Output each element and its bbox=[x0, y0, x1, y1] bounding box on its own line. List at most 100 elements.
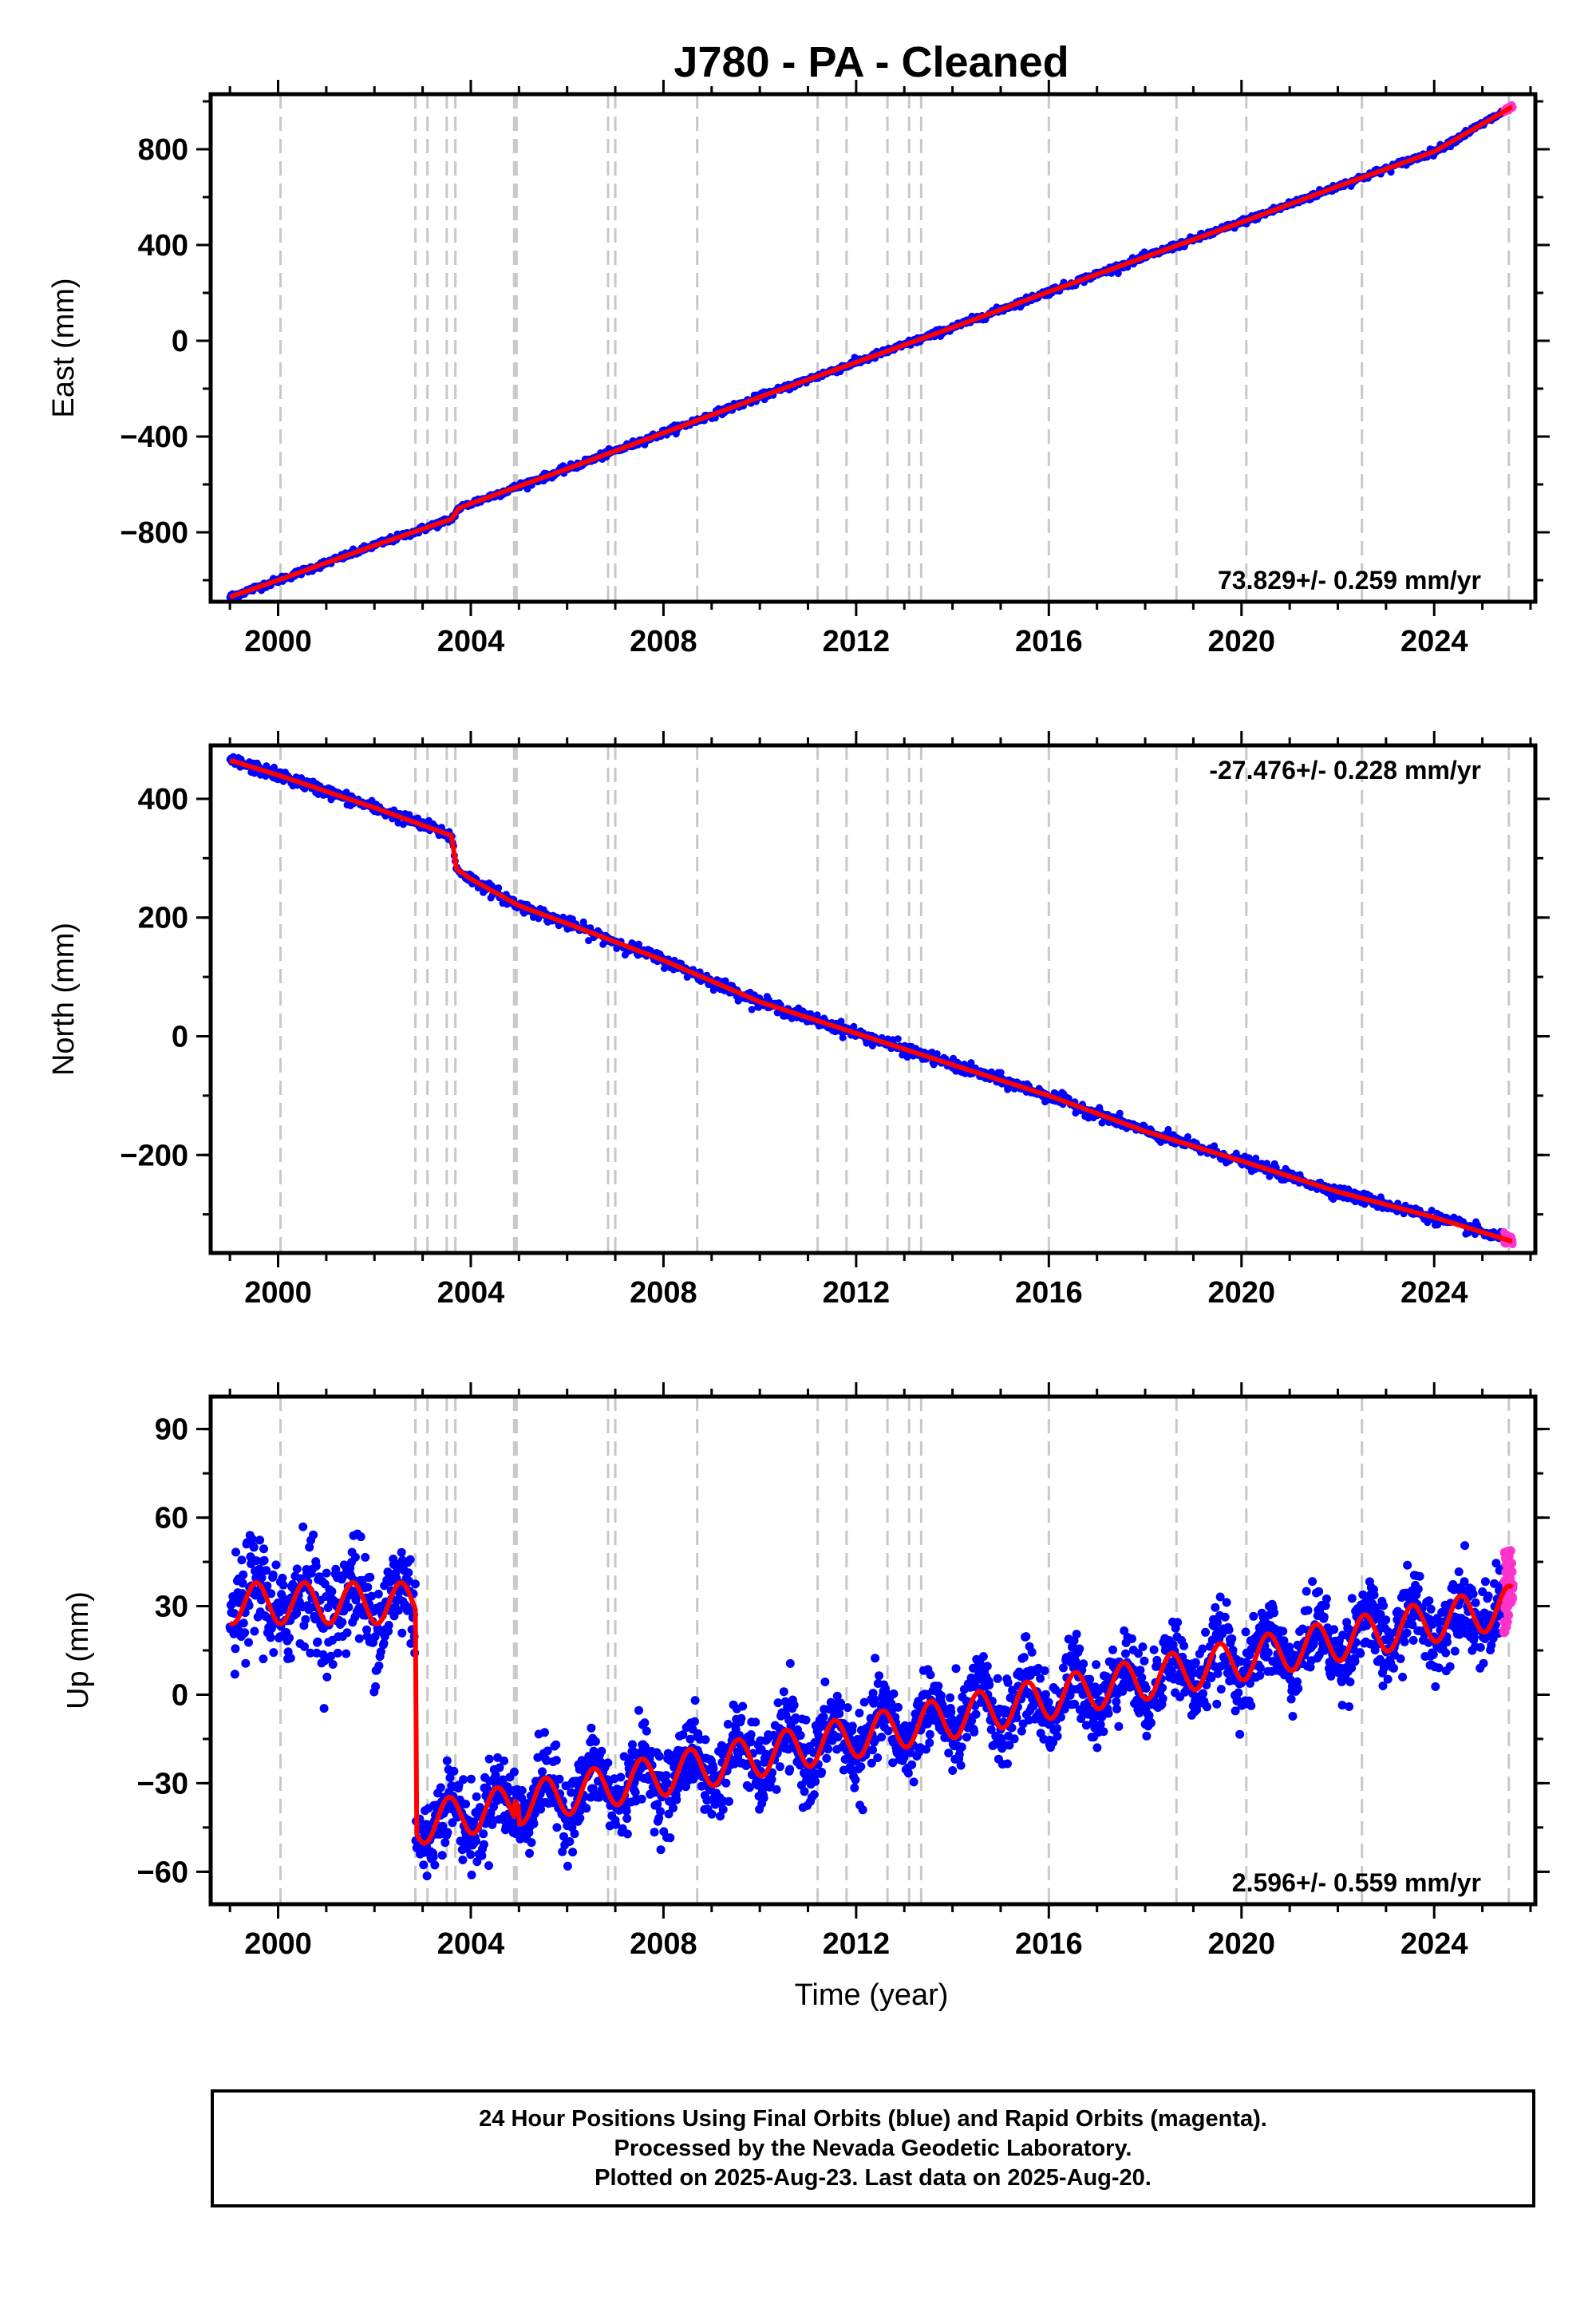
final-orbit-point bbox=[640, 1718, 650, 1728]
final-orbit-point bbox=[365, 1572, 375, 1582]
final-orbit-point bbox=[642, 1726, 651, 1736]
up-panel: 2000 2004 2008 2012 2016 2020 20249060300−30−6… bbox=[61, 1382, 1550, 1961]
y-axis-label: East (mm) bbox=[47, 278, 81, 417]
final-orbit-point bbox=[479, 1829, 488, 1839]
final-orbit-point bbox=[789, 1701, 799, 1709]
final-orbit-point bbox=[267, 1589, 276, 1599]
final-orbit-point bbox=[707, 1809, 717, 1819]
final-orbit-point bbox=[709, 986, 717, 994]
final-orbit-point bbox=[850, 1022, 858, 1030]
final-orbit-point bbox=[894, 1035, 902, 1043]
final-orbit-point bbox=[285, 1633, 294, 1642]
final-orbit-point bbox=[328, 1660, 338, 1669]
y-tick-label: 200 bbox=[138, 902, 188, 935]
y-axis-label: North (mm) bbox=[47, 923, 81, 1076]
final-orbit-point bbox=[529, 1819, 539, 1828]
y-tick-label: −800 bbox=[120, 516, 188, 550]
final-orbit-point bbox=[690, 1717, 699, 1726]
final-orbit-point bbox=[410, 1579, 420, 1589]
final-orbit-point bbox=[656, 1807, 665, 1816]
final-orbit-point bbox=[785, 1765, 795, 1774]
final-orbit-point bbox=[662, 1771, 671, 1780]
north-model-line bbox=[228, 757, 1514, 1244]
final-orbit-point bbox=[263, 1581, 272, 1591]
final-orbit-point bbox=[856, 1762, 866, 1772]
final-orbit-point bbox=[286, 1654, 295, 1663]
x-tick-label: 2008 bbox=[630, 1276, 697, 1310]
final-orbit-point bbox=[230, 1609, 239, 1618]
final-orbit-point bbox=[354, 1634, 364, 1643]
final-orbit-point bbox=[271, 1560, 281, 1570]
final-orbit-point bbox=[268, 1570, 278, 1579]
final-orbit-point bbox=[597, 1746, 606, 1756]
final-orbit-point bbox=[301, 1614, 310, 1624]
final-orbit-point bbox=[404, 1568, 413, 1578]
final-orbit-point bbox=[934, 1682, 943, 1691]
final-orbit-point bbox=[813, 1011, 821, 1019]
final-orbit-point bbox=[701, 1735, 710, 1745]
final-orbit-point bbox=[889, 1689, 899, 1698]
final-orbit-point bbox=[259, 1654, 268, 1664]
final-orbit-point bbox=[903, 1769, 913, 1778]
final-orbit-point bbox=[1211, 1142, 1219, 1150]
final-orbit-point bbox=[925, 1738, 934, 1748]
final-orbit-point bbox=[251, 1556, 261, 1566]
final-orbit-point bbox=[458, 1856, 468, 1864]
final-orbit-point bbox=[956, 1761, 966, 1770]
final-orbit-point bbox=[231, 1644, 240, 1654]
final-orbit-point bbox=[237, 1555, 247, 1565]
final-orbit-point bbox=[517, 1786, 527, 1795]
final-orbit-point bbox=[231, 1547, 240, 1557]
final-orbit-point bbox=[773, 1698, 783, 1708]
y-tick-label: −400 bbox=[120, 421, 188, 454]
final-orbit-point bbox=[985, 1680, 994, 1690]
final-orbit-point bbox=[622, 1806, 631, 1816]
final-orbit-point bbox=[313, 1637, 322, 1646]
final-orbit-point bbox=[527, 1838, 536, 1848]
final-orbit-point bbox=[967, 1059, 975, 1067]
y-tick-label: 0 bbox=[172, 1020, 188, 1053]
final-orbit-point bbox=[322, 1568, 331, 1578]
final-orbit-point bbox=[616, 1773, 626, 1782]
final-orbit-point bbox=[819, 1712, 828, 1721]
final-orbit-point bbox=[634, 1705, 643, 1715]
final-orbit-point bbox=[350, 1552, 360, 1562]
final-orbit-point bbox=[356, 1532, 365, 1542]
east-plot-area bbox=[226, 94, 1517, 602]
final-orbit-point bbox=[851, 1775, 860, 1784]
east-model-line bbox=[228, 105, 1514, 599]
final-orbit-point bbox=[319, 1704, 329, 1713]
final-orbit-point bbox=[855, 1709, 864, 1717]
final-orbit-point bbox=[555, 1774, 564, 1784]
final-orbit-point bbox=[322, 1672, 332, 1682]
final-orbit-point bbox=[800, 1787, 809, 1796]
final-orbit-point bbox=[1027, 1647, 1037, 1657]
final-orbit-point bbox=[839, 1034, 847, 1041]
final-orbit-point bbox=[461, 1800, 471, 1808]
final-orbit-point bbox=[278, 1573, 287, 1583]
y-tick-label: 0 bbox=[172, 325, 188, 358]
final-orbit-point bbox=[926, 1670, 935, 1680]
x-tick-label: 2024 bbox=[1400, 1276, 1468, 1310]
y-tick-label: 800 bbox=[138, 133, 188, 167]
x-tick-label: 2020 bbox=[1208, 625, 1276, 658]
final-orbit-point bbox=[419, 1860, 429, 1870]
final-orbit-point bbox=[809, 1790, 819, 1800]
final-orbit-point bbox=[666, 1833, 675, 1843]
final-orbit-point bbox=[817, 1768, 827, 1777]
final-orbit-point bbox=[824, 1745, 833, 1754]
final-orbit-point bbox=[1184, 1132, 1191, 1140]
final-orbit-point bbox=[858, 1805, 867, 1815]
final-orbit-point bbox=[796, 1731, 805, 1740]
final-orbit-point bbox=[894, 1702, 903, 1712]
final-orbit-point bbox=[269, 1648, 279, 1658]
final-orbit-point bbox=[718, 1804, 728, 1814]
final-orbit-point bbox=[363, 1583, 373, 1592]
final-orbit-point bbox=[344, 1603, 354, 1612]
final-orbit-point bbox=[238, 1589, 247, 1599]
final-orbit-point bbox=[459, 1775, 468, 1784]
final-orbit-point bbox=[1114, 270, 1122, 278]
final-orbit-point bbox=[993, 1674, 1002, 1683]
final-orbit-point bbox=[738, 1701, 748, 1711]
final-orbit-point bbox=[575, 1813, 585, 1823]
